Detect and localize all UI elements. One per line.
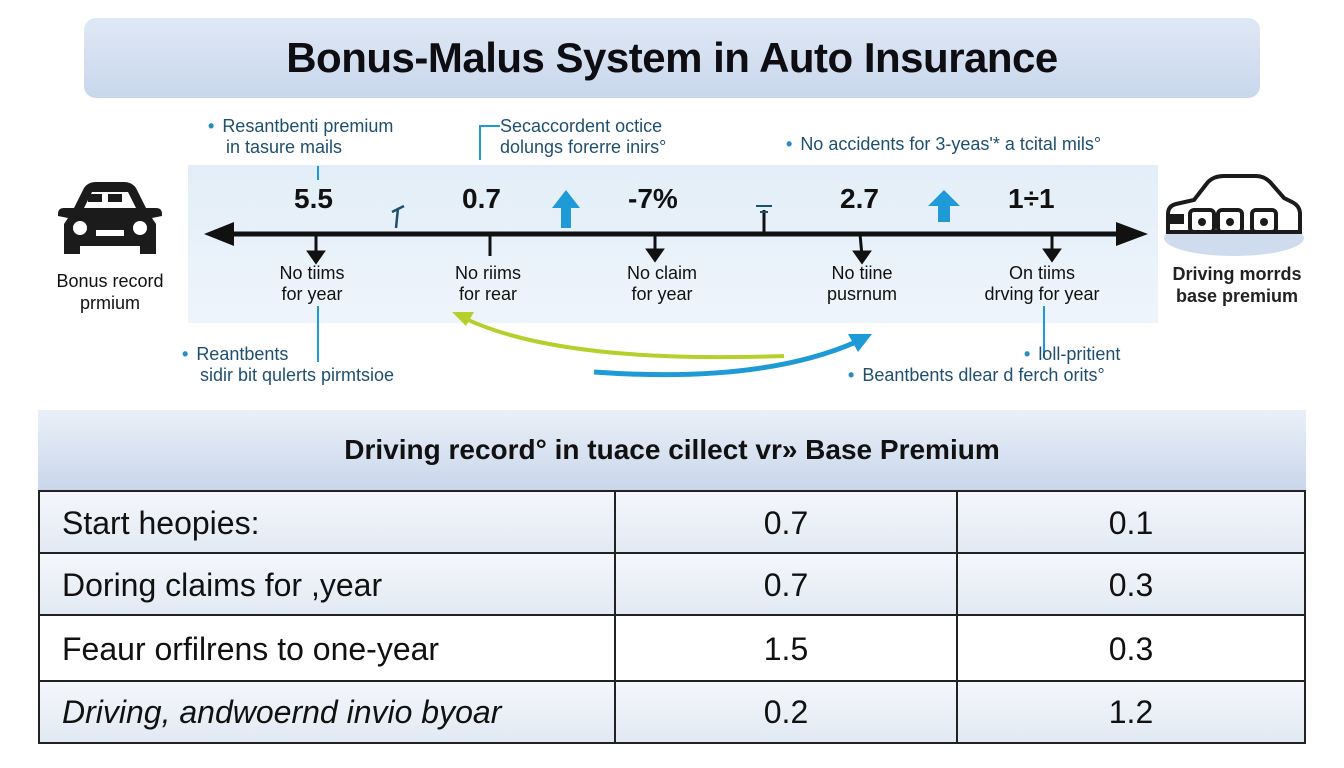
tick-label-2: No riims for rear (455, 263, 521, 304)
timeline-value-2: 0.7 (462, 183, 501, 214)
row-label: Driving, andwoernd invio byoar (40, 682, 616, 742)
timeline-value-5: 1÷1 (1008, 183, 1055, 214)
connector-line (479, 125, 500, 160)
row-value-1: 0.7 (616, 554, 958, 616)
tick-arrow-3 (645, 248, 665, 263)
left-car-label: Bonus record prmium (56, 271, 164, 313)
note-bottom-left: • Reantbents sidir bit qulerts pirmtsioe (182, 344, 394, 386)
note-bottom-right-1: • loll-pritient (1024, 344, 1120, 365)
timeline-value-3: -7% (628, 183, 678, 214)
table-header: Driving record° in tuace cillect vr» Bas… (38, 410, 1306, 490)
up-arrow-icon (552, 190, 580, 228)
note-line: Reantbents (196, 344, 289, 364)
note-line: loll-pritient (1038, 344, 1121, 364)
tick-arrow-1 (306, 250, 326, 265)
bullet-icon: • (182, 344, 189, 364)
table-title: Driving record° in tuace cillect vr» Bas… (344, 434, 1000, 465)
row-value-2: 0.1 (1108, 504, 1154, 541)
car-front-icon (58, 182, 162, 254)
table-row: Doring claims for ,year 0.7 0.3 (40, 552, 1304, 616)
note-line: in tasure mails (226, 137, 343, 157)
note-line: Beantbents dlear d ferch orits° (862, 365, 1105, 385)
note-top-right: • No accidents for 3-yeas'* a tcital mils… (786, 134, 1101, 155)
bullet-icon: • (1024, 344, 1031, 364)
timeline-graphics (204, 125, 1148, 378)
row-value-2: 0.3 (1108, 630, 1154, 667)
right-car-label: Driving morrds base premium (1172, 264, 1302, 306)
up-arrow-icon (928, 190, 960, 222)
row-value-1: 0.2 (616, 682, 958, 742)
car-side-icon (1164, 174, 1304, 256)
row-label: Doring claims for ,year (40, 554, 616, 616)
row-value-2: 1.2 (1108, 693, 1154, 730)
timeline-value-1: 5.5 (294, 183, 333, 214)
tick-label-1: No tiims for year (279, 263, 345, 304)
note-bottom-right-2: • Beantbents dlear d ferch orits° (848, 365, 1105, 386)
small-mark (391, 204, 405, 229)
timeline-panel (188, 165, 1158, 323)
bullet-icon: • (786, 134, 793, 154)
bullet-icon: • (848, 365, 855, 385)
table-row: Start heopies: 0.7 0.1 (40, 490, 1304, 554)
premium-table: Start heopies: 0.7 0.1 Doring claims for… (38, 490, 1306, 744)
row-value-2: 0.3 (1108, 566, 1154, 603)
timeline-value-4: 2.7 (840, 183, 879, 214)
tick-label-4: No tiine pusrnum (826, 263, 898, 304)
note-line: dolungs forerre inirs° (500, 137, 667, 157)
note-line: Resantbenti premium (222, 116, 394, 136)
blue-curve-arrow (593, 339, 858, 378)
tick-label-3: No claim for year (626, 263, 697, 304)
row-value-1: 0.7 (616, 492, 958, 554)
tick-arrow-5 (1042, 248, 1062, 263)
axis-right-arrowhead (1116, 222, 1148, 246)
note-top-left: • Resantbenti premium in tasure mails (208, 116, 393, 158)
title-banner: Bonus-Malus System in Auto Insurance (84, 18, 1260, 98)
note-top-center: Secaccordent octice dolungs forerre inir… (500, 116, 666, 158)
note-line: No accidents for 3-yeas'* a tcital mils° (800, 134, 1102, 154)
green-curve-arrow (463, 316, 785, 360)
row-label: Feaur orfilrens to one-year (40, 616, 616, 682)
bullet-icon: • (208, 116, 215, 136)
blue-arrowhead (848, 334, 872, 352)
note-line: Secaccordent octice (500, 116, 663, 136)
table-row: Feaur orfilrens to one-year 1.5 0.3 (40, 614, 1304, 682)
green-arrowhead (452, 312, 474, 326)
table-row: Driving, andwoernd invio byoar 0.2 1.2 (40, 680, 1304, 742)
page-title: Bonus-Malus System in Auto Insurance (286, 34, 1058, 81)
small-mark (756, 205, 772, 213)
axis-left-arrowhead (204, 222, 234, 246)
row-label: Start heopies: (40, 492, 616, 554)
tick-arrow-4 (852, 250, 872, 265)
row-value-1: 1.5 (616, 616, 958, 682)
note-line: sidir bit qulerts pirmtsioe (200, 365, 395, 385)
tick-label-5: On tiims drving for year (984, 263, 1100, 304)
